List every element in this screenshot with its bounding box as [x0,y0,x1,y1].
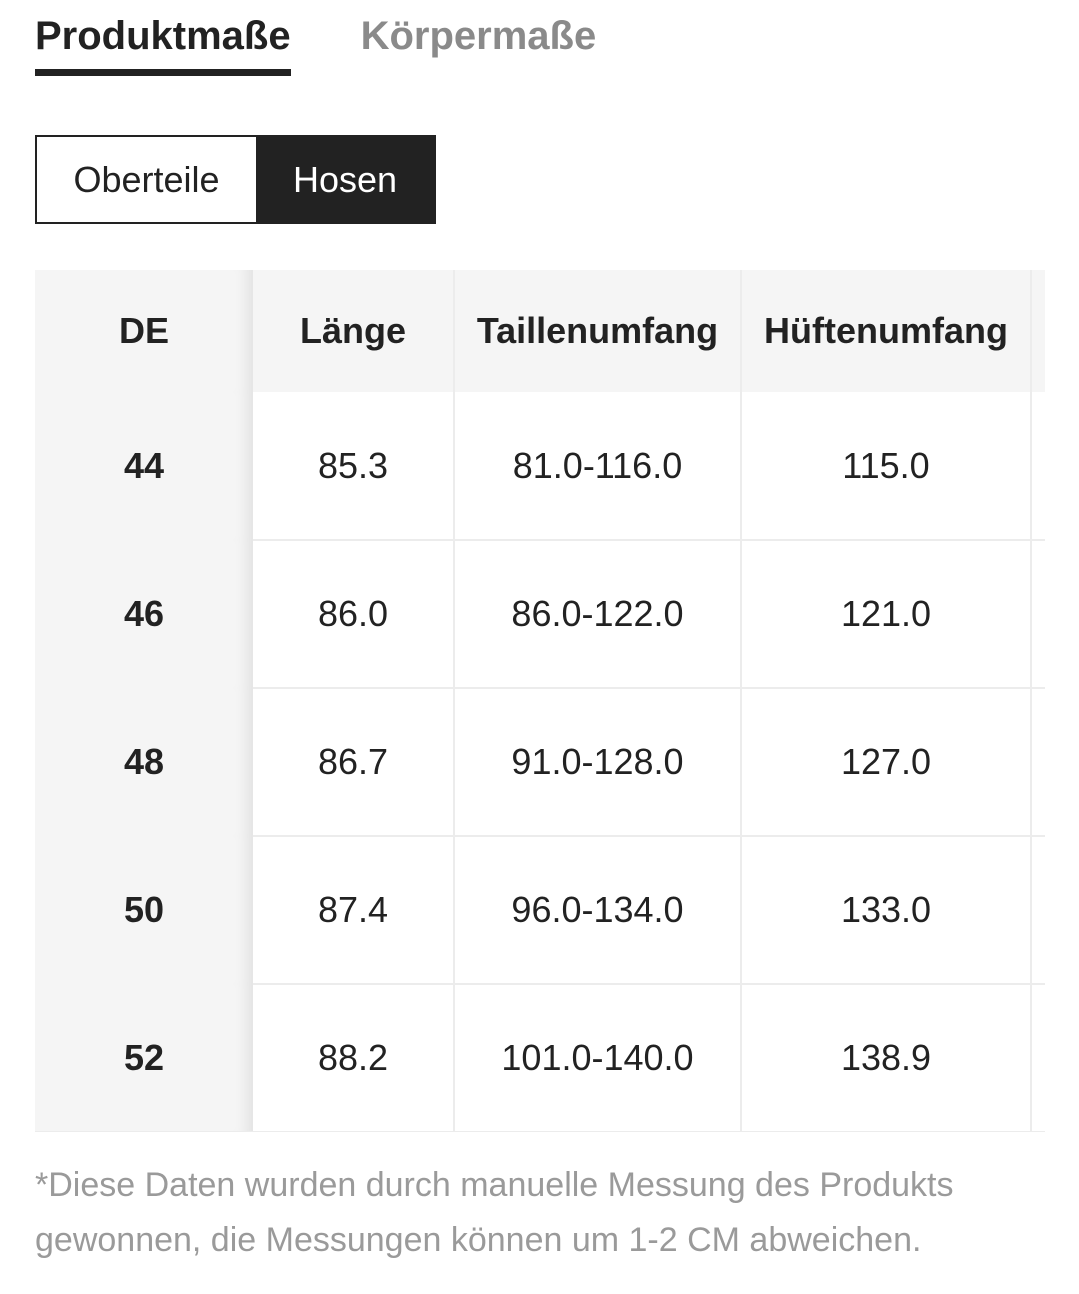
header-hip: Hüftenumfang [741,270,1032,392]
cell-length: 85.3 [253,392,455,540]
cell-waist: 101.0-140.0 [454,983,742,1132]
cell-length: 86.7 [253,687,455,836]
header-de: DE [35,270,253,392]
cell-size: 44 [35,392,253,540]
tab-product-measurements[interactable]: Produktmaße [35,12,291,76]
measurement-disclaimer: *Diese Daten wurden durch manuelle Messu… [35,1166,954,1259]
cell-hip: 127.0 [741,687,1032,836]
cell-waist: 81.0-116.0 [454,392,742,540]
cell-size: 52 [35,984,253,1132]
cell-length: 88.2 [253,983,455,1132]
table-row: 46 86.0 86.0-122.0 121.0 [35,539,1045,688]
category-toggle: Oberteile Hosen [35,135,436,224]
cell-extra [1031,835,1045,984]
table-header-row: DE Länge Taillenumfang Hüftenumfang [35,270,1045,392]
cell-hip: 121.0 [741,539,1032,688]
size-table: DE Länge Taillenumfang Hüftenumfang 44 8… [35,270,1045,1132]
toggle-tops-button[interactable]: Oberteile [37,137,256,222]
cell-length: 86.0 [253,539,455,688]
table-row: 44 85.3 81.0-116.0 115.0 [35,392,1045,540]
cell-hip: 133.0 [741,835,1032,984]
toggle-pants-button[interactable]: Hosen [256,137,434,222]
table-row: 52 88.2 101.0-140.0 138.9 [35,983,1045,1132]
cell-extra [1031,392,1045,540]
cell-size: 50 [35,836,253,984]
cell-extra [1031,539,1045,688]
cell-length: 87.4 [253,835,455,984]
cell-waist: 91.0-128.0 [454,687,742,836]
size-table-scroll[interactable]: DE Länge Taillenumfang Hüftenumfang 44 8… [35,270,1045,1132]
cell-size: 46 [35,540,253,688]
cell-waist: 96.0-134.0 [454,835,742,984]
header-length: Länge [253,270,455,392]
table-row: 50 87.4 96.0-134.0 133.0 [35,835,1045,984]
header-waist: Taillenumfang [454,270,742,392]
cell-extra [1031,983,1045,1132]
cell-size: 48 [35,688,253,836]
header-extra [1031,270,1045,392]
cell-extra [1031,687,1045,836]
table-row: 48 86.7 91.0-128.0 127.0 [35,687,1045,836]
size-tabs: Produktmaße Körpermaße [35,12,596,76]
cell-hip: 138.9 [741,983,1032,1132]
cell-hip: 115.0 [741,392,1032,540]
tab-body-measurements[interactable]: Körpermaße [360,14,597,58]
cell-waist: 86.0-122.0 [454,539,742,688]
